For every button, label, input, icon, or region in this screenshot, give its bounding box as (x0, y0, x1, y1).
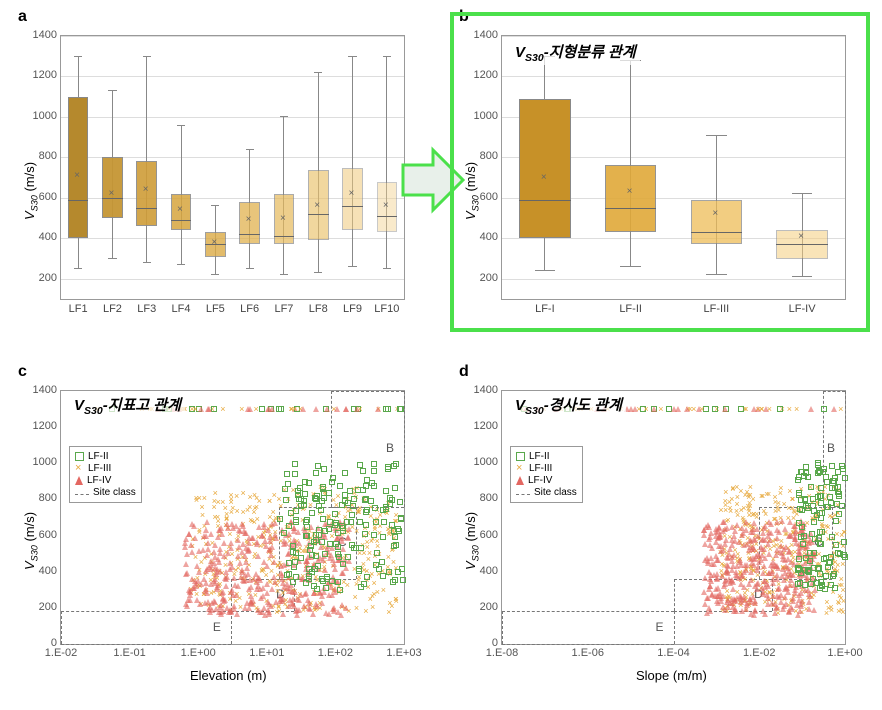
box-LF-I (519, 99, 570, 239)
panel-d-xlabel: Slope (m/m) (636, 668, 707, 683)
xtick: LF9 (335, 303, 369, 315)
box-LF-II (605, 165, 656, 232)
panel-a-label: a (18, 8, 27, 26)
site-class-B: B (386, 441, 394, 455)
xtick: LF8 (301, 303, 335, 315)
site-class-E: E (213, 620, 221, 634)
ytick: 800 (17, 150, 57, 162)
panel-a-ylabel: VS30 (m/s) (22, 162, 40, 220)
panel-c-ylabel: VS30 (m/s) (22, 512, 40, 570)
ytick: 1000 (17, 110, 57, 122)
panel-c-xlabel: Elevation (m) (190, 668, 267, 683)
panel-d-ylabel: VS30 (m/s) (463, 512, 481, 570)
plot-a-area: 200400600800100012001400×LF1×LF2×LF3×LF4… (60, 35, 405, 300)
panel-a: a 200400600800100012001400×LF1×LF2×LF3×L… (0, 0, 441, 355)
panel-b: b 200400600800100012001400×LF-I×LF-II×LF… (441, 0, 882, 355)
xtick: LF-I (502, 303, 588, 315)
xtick: LF5 (198, 303, 232, 315)
legend: LF-II×LF-IIILF-IVSite class (69, 446, 142, 503)
panel-d-overlay-title: VS30-경사도 관계 (511, 393, 626, 418)
legend: LF-II×LF-IIILF-IVSite class (510, 446, 583, 503)
arrow-icon (398, 140, 468, 220)
box-LF9 (342, 168, 363, 231)
site-class-B: B (827, 441, 835, 455)
panel-b-label: b (459, 8, 469, 26)
panel-d: d 02004006008001000120014001.E-081.E-061… (441, 355, 882, 710)
xtick: LF-III (674, 303, 760, 315)
ytick: 1200 (458, 69, 498, 81)
xtick: LF2 (95, 303, 129, 315)
ytick: 200 (458, 272, 498, 284)
box-LF1 (68, 97, 89, 239)
xtick: LF7 (267, 303, 301, 315)
site-class-E: E (656, 620, 664, 634)
xtick: LF10 (370, 303, 404, 315)
xtick: LF4 (164, 303, 198, 315)
xtick: LF1 (61, 303, 95, 315)
xtick: LF3 (130, 303, 164, 315)
plot-b-area: 200400600800100012001400×LF-I×LF-II×LF-I… (501, 35, 846, 300)
ytick: 400 (458, 231, 498, 243)
panel-d-label: d (459, 363, 469, 381)
plot-c-area: 02004006008001000120014001.E-021.E-011.E… (60, 390, 405, 645)
ytick: 1200 (17, 69, 57, 81)
panel-b-overlay-title: VS30-지형분류 관계 (511, 40, 640, 65)
ytick: 1000 (458, 110, 498, 122)
xtick: LF-II (588, 303, 674, 315)
plot-d-area: 02004006008001000120014001.E-081.E-061.E… (501, 390, 846, 645)
figure-grid: a 200400600800100012001400×LF1×LF2×LF3×L… (0, 0, 882, 710)
ytick: 200 (17, 272, 57, 284)
ytick: 1400 (17, 29, 57, 41)
panel-c-overlay-title: VS30-지표고 관계 (70, 393, 185, 418)
ytick: 1400 (458, 29, 498, 41)
xtick: LF6 (233, 303, 267, 315)
ytick: 400 (17, 231, 57, 243)
panel-c: c 02004006008001000120014001.E-021.E-011… (0, 355, 441, 710)
box-LF-III (691, 200, 742, 245)
panel-c-label: c (18, 363, 27, 381)
xtick: LF-IV (759, 303, 845, 315)
